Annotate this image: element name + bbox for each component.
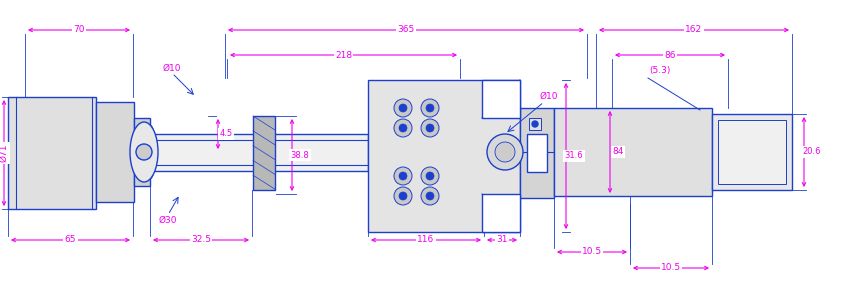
Bar	[527, 134, 547, 172]
Circle shape	[426, 192, 434, 200]
Text: Ø10: Ø10	[540, 92, 558, 100]
Circle shape	[426, 172, 434, 180]
Text: 20.6: 20.6	[802, 148, 821, 157]
Bar	[8, 97, 96, 209]
Circle shape	[394, 167, 412, 185]
Circle shape	[426, 104, 434, 112]
Circle shape	[421, 119, 439, 137]
Text: 116: 116	[417, 236, 434, 244]
Bar	[150, 134, 368, 171]
Text: 70: 70	[73, 26, 85, 34]
Bar	[554, 108, 712, 196]
Text: Ø10: Ø10	[162, 64, 181, 73]
Text: 31: 31	[496, 236, 507, 244]
Bar	[529, 118, 541, 130]
Circle shape	[394, 119, 412, 137]
Bar	[368, 80, 520, 232]
Circle shape	[141, 124, 153, 136]
Text: 162: 162	[685, 26, 703, 34]
Circle shape	[394, 187, 412, 205]
Circle shape	[399, 192, 407, 200]
Circle shape	[399, 124, 407, 132]
Text: 32.5: 32.5	[191, 236, 211, 244]
Bar	[482, 80, 520, 118]
Bar	[482, 194, 520, 232]
Text: 86: 86	[664, 50, 676, 59]
Bar	[718, 120, 786, 184]
Text: 31.6: 31.6	[564, 152, 583, 160]
Text: (5.3): (5.3)	[649, 65, 671, 74]
Circle shape	[421, 187, 439, 205]
Circle shape	[399, 104, 407, 112]
Text: 84: 84	[612, 148, 624, 157]
Bar	[96, 102, 134, 202]
Circle shape	[487, 134, 523, 170]
Ellipse shape	[130, 122, 158, 182]
Circle shape	[136, 144, 152, 160]
Text: Ø71: Ø71	[0, 144, 8, 162]
Text: Ø30: Ø30	[159, 215, 178, 224]
Bar	[253, 116, 275, 190]
Circle shape	[421, 167, 439, 185]
Circle shape	[394, 99, 412, 117]
Text: 10.5: 10.5	[582, 248, 602, 256]
Text: 4.5: 4.5	[219, 130, 233, 139]
Bar	[520, 108, 554, 198]
Circle shape	[495, 142, 515, 162]
Circle shape	[426, 124, 434, 132]
Text: 38.8: 38.8	[291, 151, 309, 160]
Text: 218: 218	[335, 50, 352, 59]
Circle shape	[141, 168, 153, 180]
Text: 10.5: 10.5	[661, 263, 681, 272]
Circle shape	[532, 121, 538, 127]
Text: 65: 65	[65, 236, 76, 244]
Bar	[134, 118, 150, 186]
Bar	[712, 114, 792, 190]
Text: 365: 365	[397, 26, 415, 34]
Circle shape	[421, 99, 439, 117]
Circle shape	[399, 172, 407, 180]
